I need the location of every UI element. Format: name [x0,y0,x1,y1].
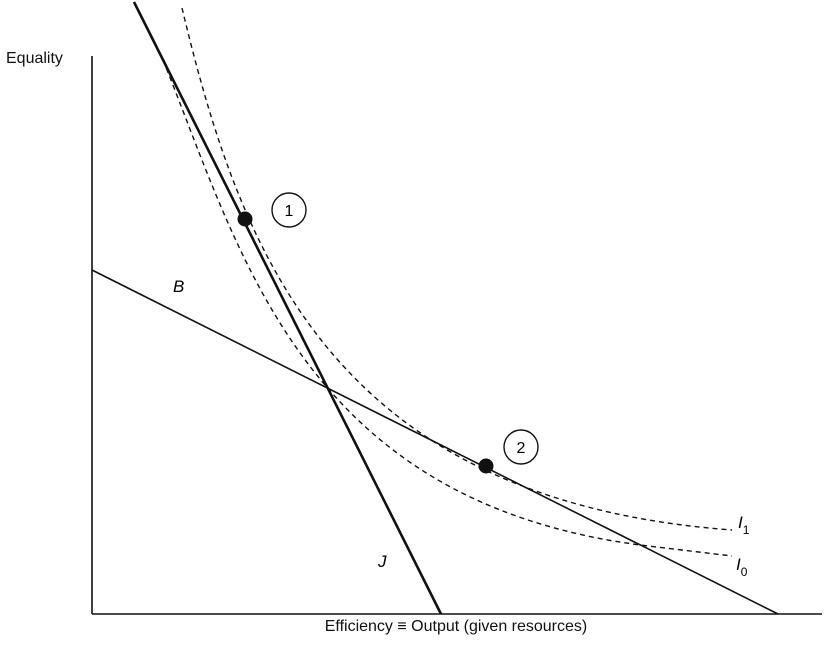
point-2-dot [478,458,494,474]
line-j [132,1,443,615]
point-1-marker [271,192,307,228]
point-2-label: 2 [517,440,526,457]
x-axis-label: Efficiency ≡ Output (given resources) [324,618,588,635]
curve-i1-label: I1 [738,513,750,537]
line-b [91,269,779,615]
point-1-dot [237,211,253,227]
indifference-curve-i1 [181,7,733,531]
point-2-marker [503,429,539,465]
curve-i0-label: I0 [736,555,748,579]
point-1-label: 1 [285,203,294,220]
y-axis-label: Equality [6,50,63,67]
line-j-label: J [377,552,387,571]
line-b-label: B [173,277,184,296]
indifference-curve-i0 [162,59,733,557]
